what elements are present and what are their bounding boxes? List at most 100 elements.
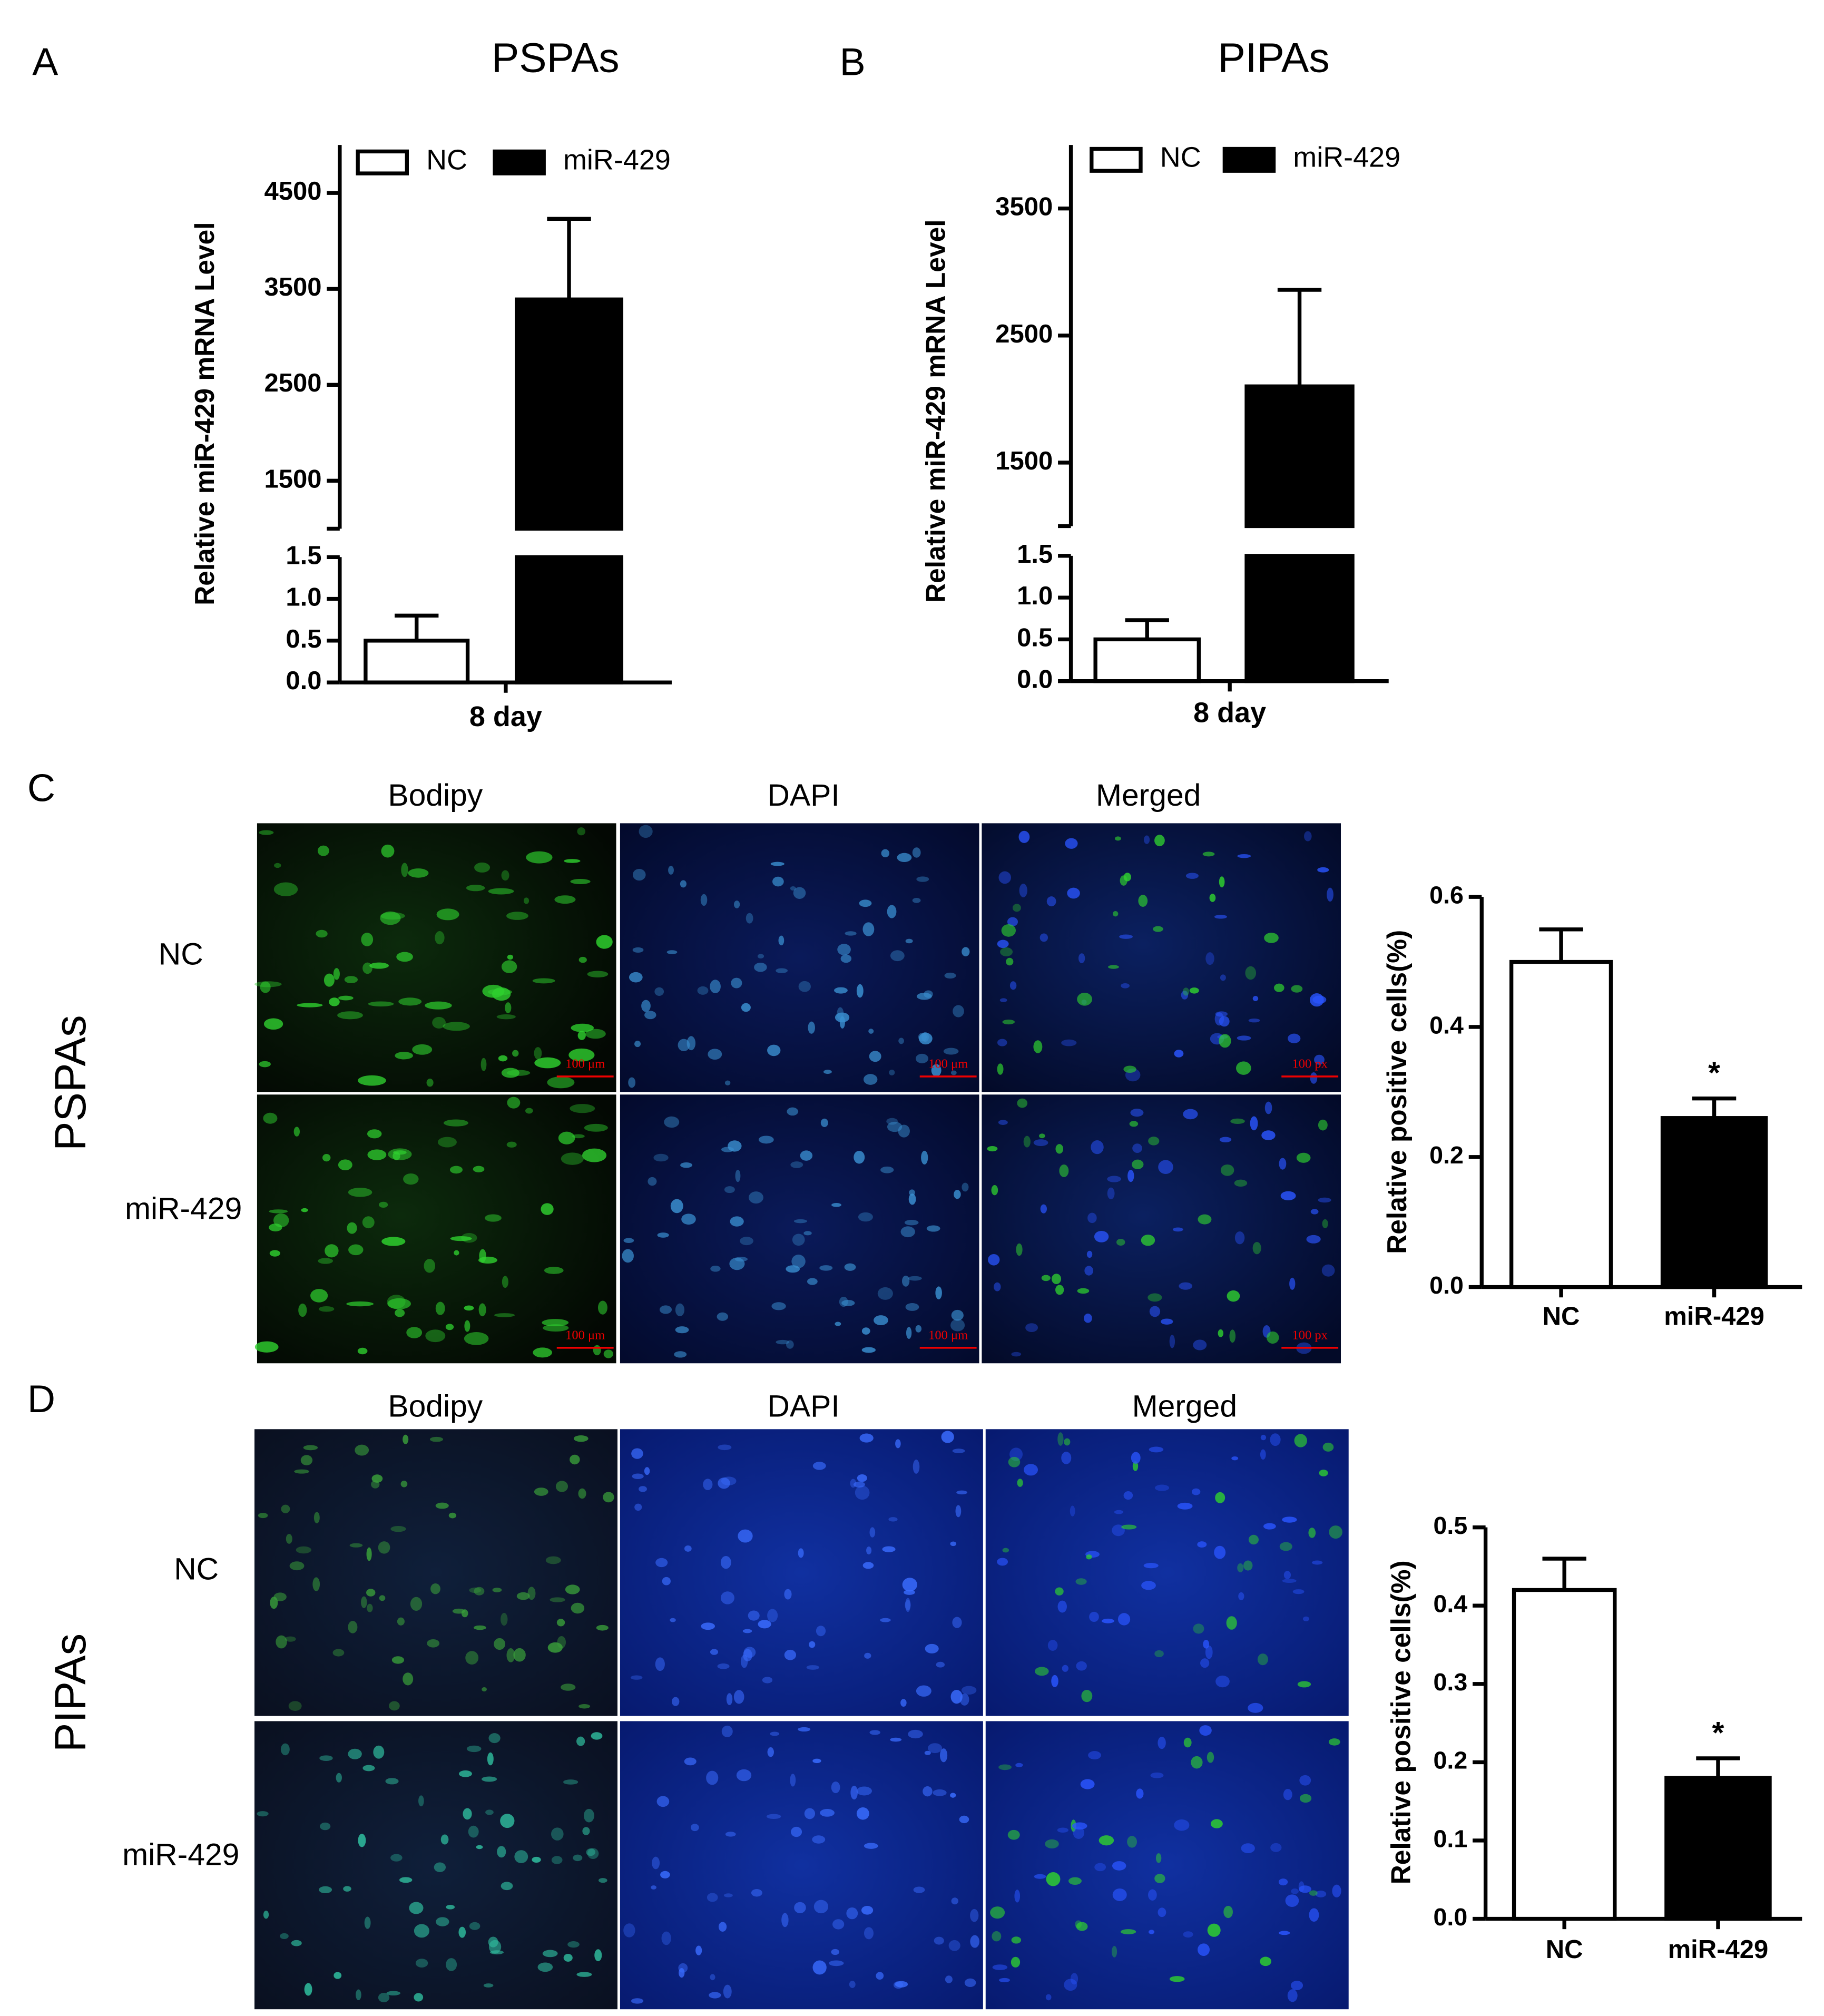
cell-spot: [294, 1469, 309, 1474]
cell-spot: [584, 1123, 608, 1132]
cell-spot: [254, 1341, 279, 1353]
cell-spot: [992, 1931, 1002, 1942]
cell-spot: [681, 1213, 696, 1225]
cell-spot: [861, 1347, 876, 1353]
panel-letter: A: [32, 40, 58, 84]
cell-spot: [565, 1584, 580, 1594]
cell-spot: [733, 901, 740, 908]
cell-spot: [724, 1080, 731, 1085]
cell-spot: [988, 1254, 1000, 1266]
cell-spot: [469, 1922, 480, 1930]
cell-spot: [908, 1193, 916, 1205]
cell-spot: [1264, 933, 1279, 943]
cell-spot: [962, 1182, 969, 1192]
cell-spot: [1231, 1456, 1239, 1461]
cell-spot: [798, 981, 811, 992]
cell-spot: [804, 1808, 816, 1819]
cell-spot: [1252, 1242, 1261, 1255]
cell-spot: [1327, 887, 1333, 902]
cell-spot: [864, 1927, 874, 1940]
cell-spot: [1150, 1772, 1164, 1778]
cell-spot: [734, 1257, 748, 1262]
cell-spot: [414, 1924, 429, 1938]
cell-spot: [507, 954, 513, 960]
cell-spot: [1198, 1943, 1210, 1956]
cell-spot: [1045, 1839, 1059, 1849]
cell-spot: [1001, 924, 1016, 937]
cell-spot: [1086, 1250, 1093, 1258]
cell-spot: [1219, 1137, 1232, 1143]
cell-spot: [1182, 987, 1190, 996]
y-tick-label: 0.1: [1434, 1825, 1468, 1852]
y-tick-label: 0.3: [1434, 1668, 1468, 1696]
cell-spot: [507, 1097, 521, 1109]
cell-spot: [771, 1302, 786, 1310]
cell-spot: [1237, 1035, 1251, 1041]
cell-spot: [1279, 1542, 1292, 1551]
cell-spot: [1285, 1894, 1299, 1907]
cell-spot: [959, 1815, 969, 1824]
cell-spot: [733, 1690, 744, 1704]
cell-spot: [1219, 876, 1225, 888]
cell-spot: [1132, 1143, 1142, 1153]
cell-spot: [844, 1263, 856, 1271]
cell-spot: [856, 1807, 869, 1820]
cell-spot: [395, 1052, 413, 1060]
cell-spot: [406, 1327, 423, 1338]
micrograph: [982, 1094, 1341, 1364]
cell-spot: [1291, 1888, 1299, 1894]
cell-spot: [634, 1503, 642, 1511]
micrograph: [257, 823, 616, 1092]
cell-spot: [997, 1558, 1008, 1566]
cell-spot: [338, 1159, 352, 1171]
cell-spot: [950, 1793, 956, 1798]
cell-spot: [1183, 1931, 1193, 1938]
cell-spot: [386, 1991, 400, 1996]
cell-spot: [603, 1492, 614, 1503]
cell-spot: [757, 954, 764, 959]
cell-spot: [1061, 1039, 1077, 1046]
cell-spot: [921, 1150, 928, 1164]
y-tick-label: 0.6: [1429, 881, 1464, 908]
cell-spot: [1283, 1571, 1291, 1579]
cell-spot: [853, 1481, 865, 1488]
cell-spot: [803, 1231, 812, 1236]
legend-swatch: [1222, 146, 1276, 173]
cell-spot: [784, 1589, 792, 1600]
cell-spot: [706, 1770, 719, 1785]
cell-spot: [887, 905, 897, 918]
cell-spot: [623, 1923, 635, 1937]
cell-spot: [1088, 1751, 1101, 1760]
cell-spot: [434, 1862, 446, 1873]
cell-spot: [952, 1617, 962, 1628]
cell-spot: [850, 1479, 857, 1488]
cell-spot: [259, 1061, 271, 1068]
cell-spot: [1174, 1819, 1190, 1831]
cell-spot: [859, 899, 872, 907]
cell-spot: [571, 1602, 585, 1614]
cell-spot: [571, 1023, 594, 1032]
cell-spot: [1218, 1329, 1223, 1337]
y-tick-label: 0.2: [1434, 1747, 1468, 1774]
cell-spot: [738, 1529, 753, 1543]
cell-spot: [999, 998, 1007, 1002]
cell-spot: [1012, 904, 1021, 912]
cell-spot: [820, 1118, 828, 1128]
scale-label: 100 μm: [565, 1328, 605, 1342]
cell-spot: [1223, 1905, 1233, 1919]
cell-spot: [570, 1104, 595, 1113]
significance: *: [1712, 1716, 1724, 1750]
cell-spot: [532, 1856, 541, 1863]
column-label: Merged: [1132, 1389, 1237, 1424]
cell-spot: [1119, 934, 1133, 939]
y-tick-label: 0.0: [1017, 666, 1053, 694]
cell-spot: [401, 863, 408, 877]
cell-spot: [1183, 1109, 1198, 1120]
cell-spot: [323, 973, 335, 987]
y-tick-label: 1500: [264, 465, 321, 493]
cell-spot: [888, 1517, 898, 1522]
cell-spot: [998, 1764, 1012, 1770]
cell-spot: [563, 1779, 578, 1785]
cell-spot: [890, 950, 905, 962]
cell-spot: [1299, 1794, 1312, 1803]
